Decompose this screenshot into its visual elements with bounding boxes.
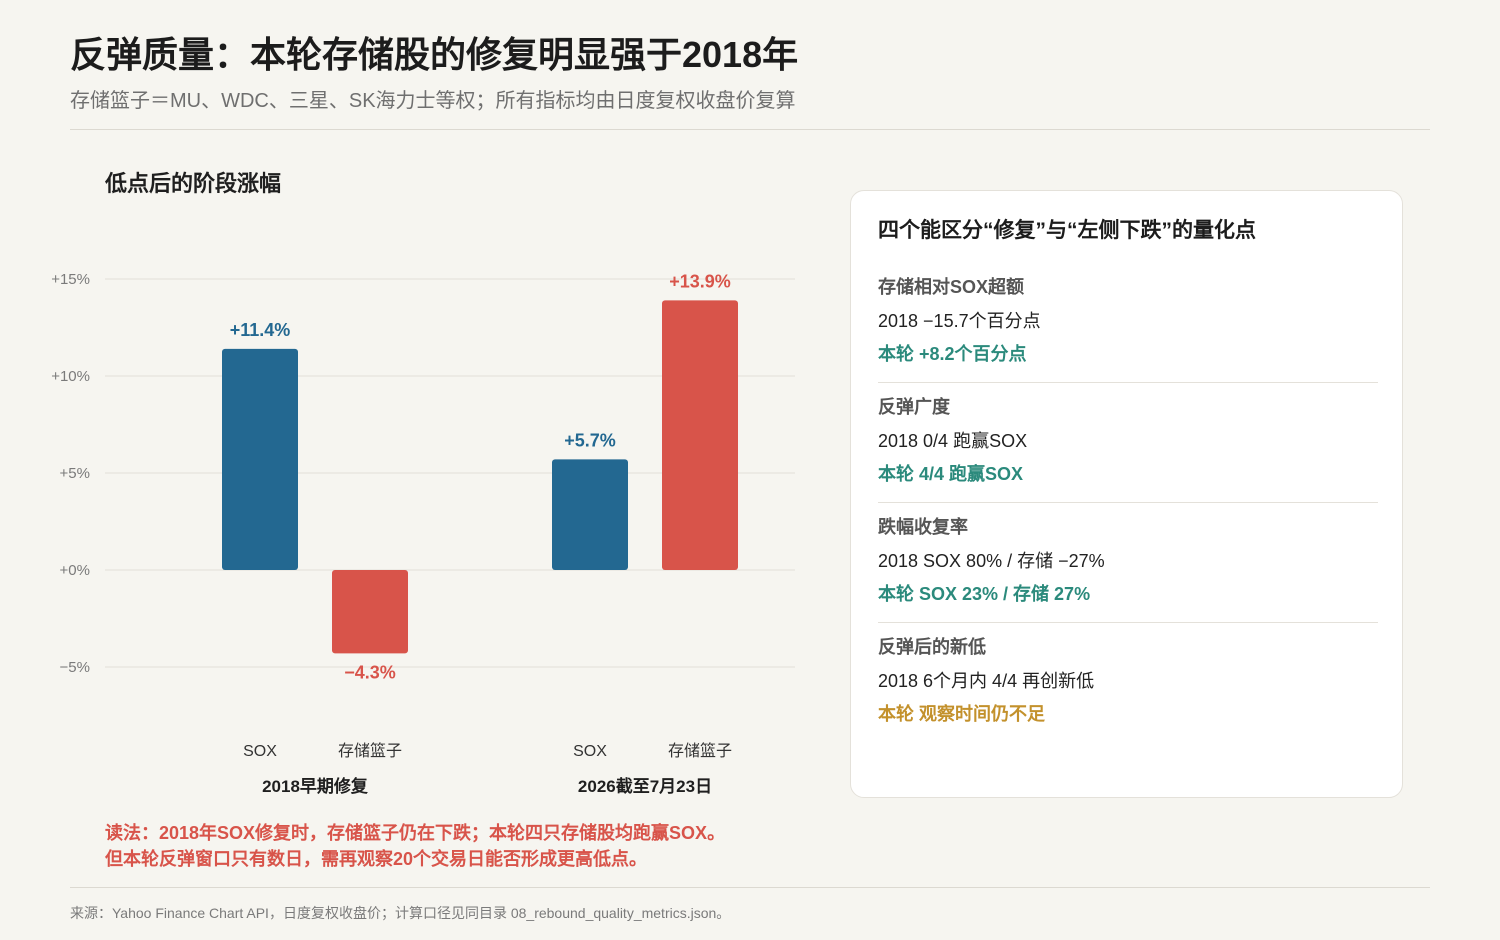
x-tick-label: 存储篮子	[668, 742, 732, 760]
bar-value-label: −4.3%	[344, 662, 396, 682]
metric-heading: 跌幅收复率	[878, 517, 968, 537]
bar	[662, 300, 738, 570]
card-items: 存储相对SOX超额 2018 −15.7个百分点 本轮 +8.2个百分点 反弹广…	[878, 263, 1378, 742]
group-label: 2018早期修复	[262, 776, 369, 796]
y-tick-label: +5%	[60, 465, 90, 482]
header-divider	[70, 129, 1430, 130]
metric-heading: 反弹广度	[878, 397, 950, 417]
metric-2018-value: 2018 SOX 80% / 存储 −27%	[878, 551, 1105, 571]
group-label: 2026截至7月23日	[578, 776, 712, 796]
footer-divider	[70, 887, 1430, 888]
bar-value-label: +5.7%	[564, 430, 616, 450]
y-tick-label: +10%	[51, 368, 90, 385]
reading-note-line: 但本轮反弹窗口只有数日，需再观察20个交易日能否形成更高低点。	[105, 849, 648, 869]
metric-item: 反弹广度 2018 0/4 跑赢SOX 本轮 4/4 跑赢SOX	[878, 383, 1378, 503]
source-footnote: 来源：Yahoo Finance Chart API，日度复权收盘价；计算口径见…	[70, 905, 731, 921]
metric-current-value: 本轮 4/4 跑赢SOX	[878, 464, 1024, 484]
metric-heading: 反弹后的新低	[878, 637, 986, 657]
metric-item: 跌幅收复率 2018 SOX 80% / 存储 −27% 本轮 SOX 23% …	[878, 503, 1378, 623]
y-tick-label: −5%	[60, 659, 90, 676]
metrics-card: 四个能区分“修复”与“左侧下跌”的量化点 存储相对SOX超额 2018 −15.…	[850, 190, 1403, 798]
page-subtitle: 存储篮子＝MU、WDC、三星、SK海力士等权；所有指标均由日度复权收盘价复算	[70, 90, 796, 112]
metric-current-value: 本轮 SOX 23% / 存储 27%	[878, 584, 1091, 604]
chart-title: 低点后的阶段涨幅	[105, 171, 282, 196]
x-tick-label: SOX	[243, 743, 277, 760]
metric-item: 存储相对SOX超额 2018 −15.7个百分点 本轮 +8.2个百分点	[878, 263, 1378, 383]
metric-item: 反弹后的新低 2018 6个月内 4/4 再创新低 本轮 观察时间仍不足	[878, 623, 1378, 742]
x-tick-label: SOX	[573, 743, 607, 760]
y-tick-label: +0%	[60, 562, 90, 579]
metric-current-value: 本轮 观察时间仍不足	[878, 704, 1046, 724]
bar	[552, 459, 628, 570]
bar	[332, 570, 408, 654]
metric-2018-value: 2018 −15.7个百分点	[878, 311, 1041, 331]
metric-2018-value: 2018 6个月内 4/4 再创新低	[878, 671, 1095, 691]
page-title: 反弹质量：本轮存储股的修复明显强于2018年	[70, 34, 799, 75]
card-title: 四个能区分“修复”与“左侧下跌”的量化点	[878, 219, 1256, 242]
bar-chart: +15% +10% +5% +0% −5% +11.4% SOX −4.3% 存储篮子 2018早…	[51, 271, 795, 796]
metric-2018-value: 2018 0/4 跑赢SOX	[878, 431, 1028, 451]
bar-value-label: +11.4%	[230, 320, 291, 340]
reading-note-line: 读法：2018年SOX修复时，存储篮子仍在下跌；本轮四只存储股均跑赢SOX。	[105, 823, 726, 843]
y-tick-label: +15%	[51, 271, 90, 288]
bar	[222, 348, 298, 570]
bar-value-label: +13.9%	[669, 271, 731, 291]
metric-heading: 存储相对SOX超额	[878, 277, 1025, 297]
reading-note: 读法：2018年SOX修复时，存储篮子仍在下跌；本轮四只存储股均跑赢SOX。 但…	[105, 820, 725, 872]
metric-current-value: 本轮 +8.2个百分点	[878, 344, 1027, 364]
x-tick-label: 存储篮子	[338, 742, 402, 760]
